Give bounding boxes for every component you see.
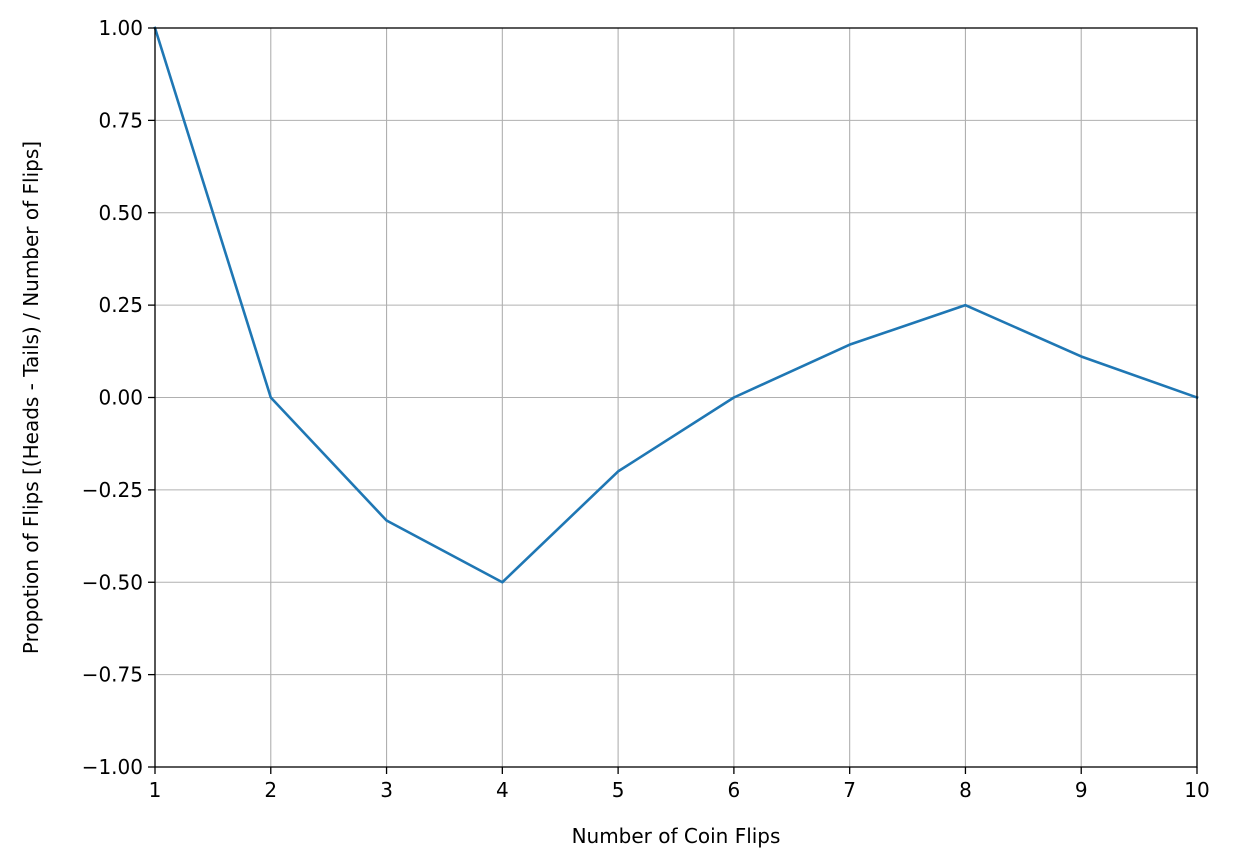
- x-tick-label: 8: [959, 778, 972, 802]
- series-layer: [153, 26, 1199, 584]
- y-tick-label: 0.00: [98, 386, 143, 410]
- x-tick-label: 10: [1184, 778, 1209, 802]
- series-line: [153, 26, 1199, 584]
- y-axis-label: Propotion of Flips [(Heads - Tails) / Nu…: [19, 141, 43, 654]
- x-tick-label: 3: [380, 778, 393, 802]
- y-tick-label: 0.25: [98, 293, 143, 317]
- x-axis-label: Number of Coin Flips: [572, 824, 781, 848]
- x-tick-label: 1: [149, 778, 162, 802]
- x-tick-label: 9: [1075, 778, 1088, 802]
- x-tick-label: 6: [728, 778, 741, 802]
- y-tick-label: −1.00: [82, 755, 143, 779]
- x-tick-label: 5: [612, 778, 625, 802]
- y-tick-label: −0.50: [82, 570, 143, 594]
- y-tick-label: −0.25: [82, 478, 143, 502]
- y-tick-label: −0.75: [82, 663, 143, 687]
- x-tick-label: 7: [843, 778, 856, 802]
- y-tick-label: 0.75: [98, 108, 143, 132]
- y-tick-label: 0.50: [98, 201, 143, 225]
- x-tick-label: 2: [264, 778, 277, 802]
- y-tick-label: 1.00: [98, 16, 143, 40]
- axis-ticks: 1 2 3 4 5 6 7 8 9 10 −1.00 −0.75 −0.50 −0.25 0.00 0.25 0…: [82, 16, 1210, 802]
- x-tick-label: 4: [496, 778, 509, 802]
